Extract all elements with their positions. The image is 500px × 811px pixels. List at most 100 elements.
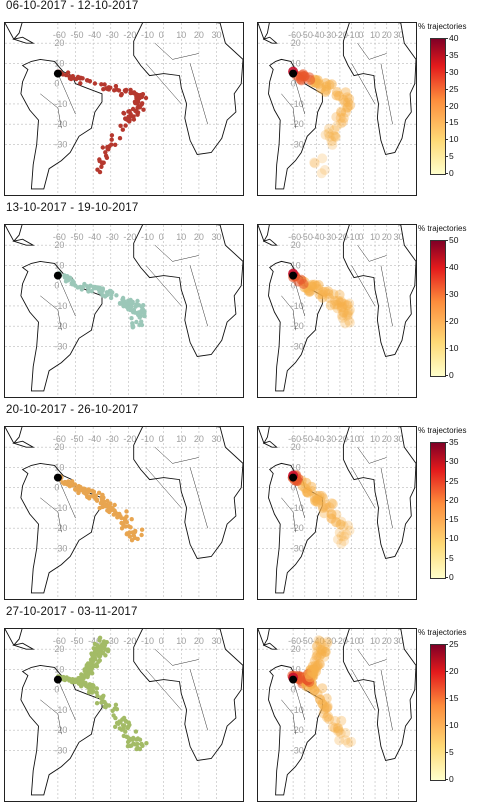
trajectory-point	[101, 693, 106, 698]
colorbar-title: % trajectories	[418, 628, 467, 637]
lon-label: -20	[123, 30, 136, 40]
trajectory-point	[139, 532, 144, 538]
trajectory-point	[127, 534, 133, 539]
density-cell	[324, 131, 335, 142]
density-cell	[322, 712, 332, 723]
density-cell	[330, 132, 341, 142]
trajectory-point	[62, 481, 67, 486]
coastline	[12, 238, 35, 246]
trajectory-point	[84, 78, 90, 83]
density-cell	[312, 496, 322, 506]
trajectory-point	[103, 150, 108, 155]
colorbar-tick-mark	[445, 105, 448, 107]
trajectory-point	[142, 313, 147, 319]
lon-label: -40	[312, 232, 325, 242]
trajectory-point	[98, 645, 103, 651]
lat-label: -30	[54, 139, 67, 149]
density-cell	[343, 309, 354, 320]
density-cell	[320, 643, 331, 653]
trajectory-point	[120, 127, 126, 132]
density-cell	[339, 298, 350, 309]
trajectory-point	[134, 302, 139, 307]
lon-label: -50	[71, 434, 84, 444]
lat-label: 20	[54, 442, 64, 452]
density-cell	[312, 494, 323, 504]
density-cell	[318, 287, 329, 297]
trajectory-point	[124, 301, 129, 306]
trajectory-point	[134, 746, 139, 752]
lon-label: 30	[393, 30, 403, 40]
lon-label: 0	[358, 232, 363, 242]
trajectory-point	[86, 289, 91, 294]
lon-label: -10	[141, 30, 154, 40]
density-cell	[320, 647, 331, 658]
density-cell	[312, 640, 323, 651]
density-cell	[315, 644, 326, 655]
lon-label: -40	[88, 636, 101, 646]
lon-label: -60	[53, 636, 66, 646]
colorbar-tick-mark	[445, 173, 448, 174]
density-cell	[335, 519, 346, 530]
colorbar-tick-mark	[445, 294, 448, 295]
lon-label: 20	[194, 232, 204, 242]
colorbar-tick-mark	[445, 442, 448, 443]
coastline	[5, 23, 23, 40]
trajectory-point	[114, 293, 119, 298]
coastline	[258, 225, 270, 243]
trajectory-point	[120, 723, 126, 728]
density-cell	[307, 667, 318, 677]
density-map: 20 10 0 -10 -20 -30 -60 -50 -40 -30 -20 -10 0 10 20 30	[257, 426, 417, 600]
lon-label: 20	[382, 636, 392, 646]
lon-label: -30	[106, 434, 119, 444]
density-cell	[342, 300, 353, 311]
colorbar-tick-label: 5	[449, 552, 454, 563]
trajectory-point	[70, 479, 75, 484]
density-cell	[323, 128, 334, 139]
density-cell	[317, 153, 328, 164]
coastline	[258, 629, 270, 647]
country-border	[40, 497, 62, 533]
trajectory-point	[100, 145, 106, 150]
density-cell	[330, 295, 340, 306]
density-cell	[309, 492, 320, 503]
trajectory-point	[108, 288, 113, 294]
density-cell	[301, 477, 312, 488]
lon-label: -40	[312, 636, 325, 646]
colorbar-tick-label: 50	[449, 235, 459, 245]
trajectory-point	[111, 713, 116, 718]
country-border	[154, 649, 199, 666]
colorbar-tick-mark	[445, 267, 448, 268]
trajectory-point	[106, 509, 112, 514]
lon-label: -30	[106, 30, 119, 40]
trajectory-point	[139, 742, 144, 747]
trajectory-point	[133, 729, 139, 734]
density-cell	[319, 704, 330, 715]
country-border	[145, 265, 182, 307]
lon-label: -40	[88, 434, 101, 444]
coastline	[342, 225, 416, 358]
density-cell	[319, 701, 330, 712]
trajectory-point	[99, 700, 104, 705]
density-cell	[310, 496, 321, 507]
density-cell	[339, 536, 350, 546]
trajectory-point	[90, 655, 96, 661]
trajectory-point	[124, 531, 130, 536]
density-cell	[306, 485, 317, 496]
country-border	[357, 245, 387, 262]
trajectory-point	[116, 88, 122, 93]
trajectory-point	[97, 505, 102, 511]
trajectory-point	[69, 75, 75, 80]
trajectory-point	[73, 487, 78, 492]
trajectory-point	[69, 281, 74, 286]
lat-label: 0	[54, 483, 59, 493]
density-cell	[342, 102, 353, 113]
lat-label: 10	[291, 664, 301, 674]
density-cell	[320, 646, 330, 657]
trajectory-point	[143, 95, 149, 101]
trajectory-point	[96, 490, 102, 495]
colorbar-tick-mark	[445, 577, 448, 578]
density-cell	[336, 303, 347, 314]
trajectory-point	[118, 720, 123, 725]
trajectory-point	[92, 81, 98, 86]
